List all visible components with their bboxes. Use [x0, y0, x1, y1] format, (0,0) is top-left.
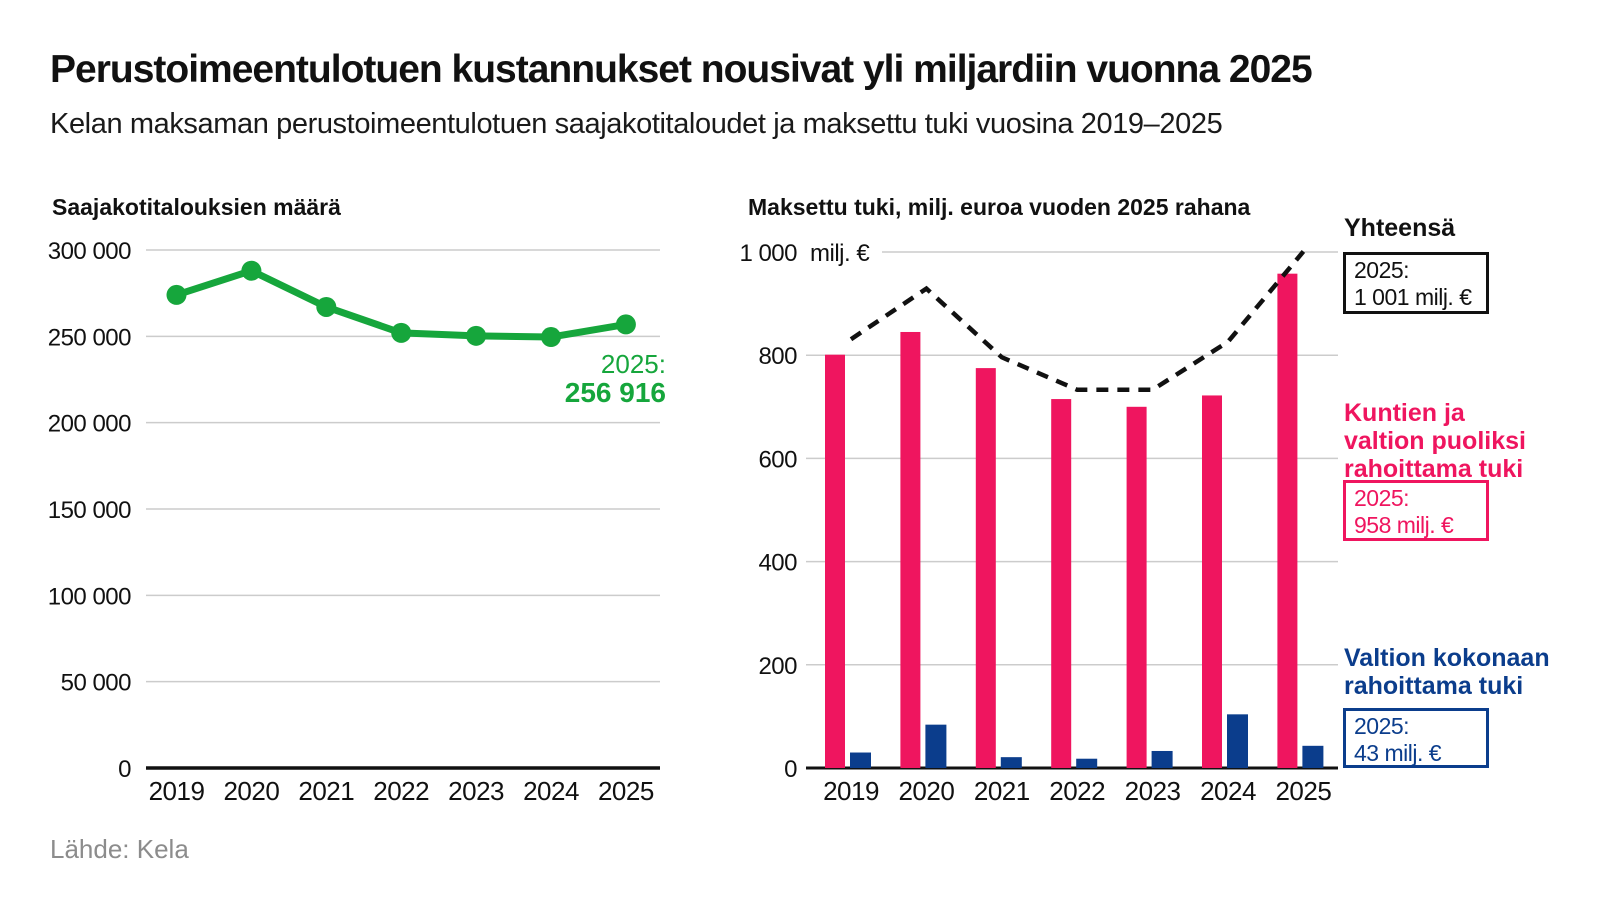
left-x-tick-label: 2023 [448, 776, 504, 806]
left-y-tick-label: 300 000 [48, 238, 131, 265]
bar-state-2025 [1302, 745, 1324, 768]
right-x-tick-label: 2020 [898, 776, 954, 806]
left-y-tick-label: 50 000 [61, 670, 132, 697]
left-y-tick-label: 250 000 [48, 324, 131, 351]
source-note: Lähde: Kela [50, 834, 189, 864]
left-y-tick-label: 0 [118, 756, 131, 783]
right-y-tick-label: 600 [758, 446, 797, 473]
left-y-tick-label: 200 000 [48, 411, 131, 438]
left-x-tick-label: 2020 [223, 776, 279, 806]
legend-municipal-label: Kuntien ja valtion puoliksi rahoittama t… [1344, 399, 1526, 483]
legend-total-callout: 2025: 1 001 milj. € [1343, 252, 1489, 314]
legend-state-label: Valtion kokonaan rahoittama tuki [1344, 644, 1550, 700]
right-y-tick-label: 1 000 [739, 240, 797, 267]
bar-state-2022 [1076, 758, 1098, 768]
line-point-2024 [541, 327, 561, 348]
bar-municipal-2020 [900, 331, 921, 768]
bar-municipal-2022 [1051, 399, 1072, 768]
left-y-tick-label: 100 000 [48, 583, 131, 610]
page-subtitle: Kelan maksaman perustoimeentulotuen saaj… [50, 108, 1223, 140]
legend-total-label: Yhteensä [1344, 214, 1456, 242]
left-x-tick-label: 2021 [298, 776, 354, 806]
line-point-2023 [466, 325, 487, 346]
bar-municipal-2019 [825, 354, 845, 768]
line-point-2021 [316, 296, 337, 317]
line-annotation-2025: 2025: 256 916 [440, 350, 666, 407]
right-x-tick-label: 2021 [974, 776, 1030, 806]
left-x-tick-label: 2024 [523, 776, 579, 806]
bar-state-2023 [1151, 750, 1173, 768]
left-y-tick-label: 150 000 [48, 497, 131, 524]
right-x-tick-label: 2025 [1275, 776, 1331, 806]
bar-state-2021 [1000, 757, 1022, 768]
bar-municipal-2025 [1277, 273, 1298, 768]
right-y-tick-label: 400 [758, 550, 797, 577]
legend-state-callout: 2025: 43 milj. € [1343, 708, 1489, 768]
page-title: Perustoimeentulotuen kustannukset nousiv… [50, 48, 1313, 91]
right-y-tick-label: 200 [758, 653, 797, 680]
bar-state-2020 [925, 724, 947, 768]
left-chart-axis-title: Saajakotitalouksien määrä [52, 194, 341, 220]
left-x-tick-label: 2019 [149, 776, 205, 806]
left-x-tick-label: 2025 [598, 776, 654, 806]
line-point-2022 [391, 322, 412, 343]
bar-municipal-2024 [1202, 395, 1222, 768]
right-chart-axis-title: Maksettu tuki, milj. euroa vuoden 2025 r… [748, 194, 1251, 220]
line-point-2020 [241, 260, 262, 281]
right-x-tick-label: 2024 [1200, 776, 1256, 806]
right-x-tick-label: 2022 [1049, 776, 1105, 806]
right-y-unit-label: milj. € [810, 240, 870, 267]
bar-municipal-2021 [975, 368, 996, 768]
right-y-tick-label: 800 [758, 343, 797, 370]
right-x-tick-label: 2023 [1125, 776, 1181, 806]
annotation-value-label: 256 916 [564, 377, 666, 408]
annotation-year-label: 2025: [600, 349, 666, 379]
bar-state-2024 [1227, 714, 1248, 768]
bar-municipal-2023 [1126, 406, 1147, 768]
right-y-tick-label: 0 [784, 756, 797, 783]
right-x-tick-label: 2019 [823, 776, 879, 806]
line-point-2019 [166, 284, 187, 305]
total-dashed-line [849, 250, 1306, 393]
bar-state-2019 [850, 752, 871, 768]
legend-municipal-callout: 2025: 958 milj. € [1343, 480, 1489, 541]
line-point-2025 [615, 314, 636, 335]
left-x-tick-label: 2022 [373, 776, 429, 806]
